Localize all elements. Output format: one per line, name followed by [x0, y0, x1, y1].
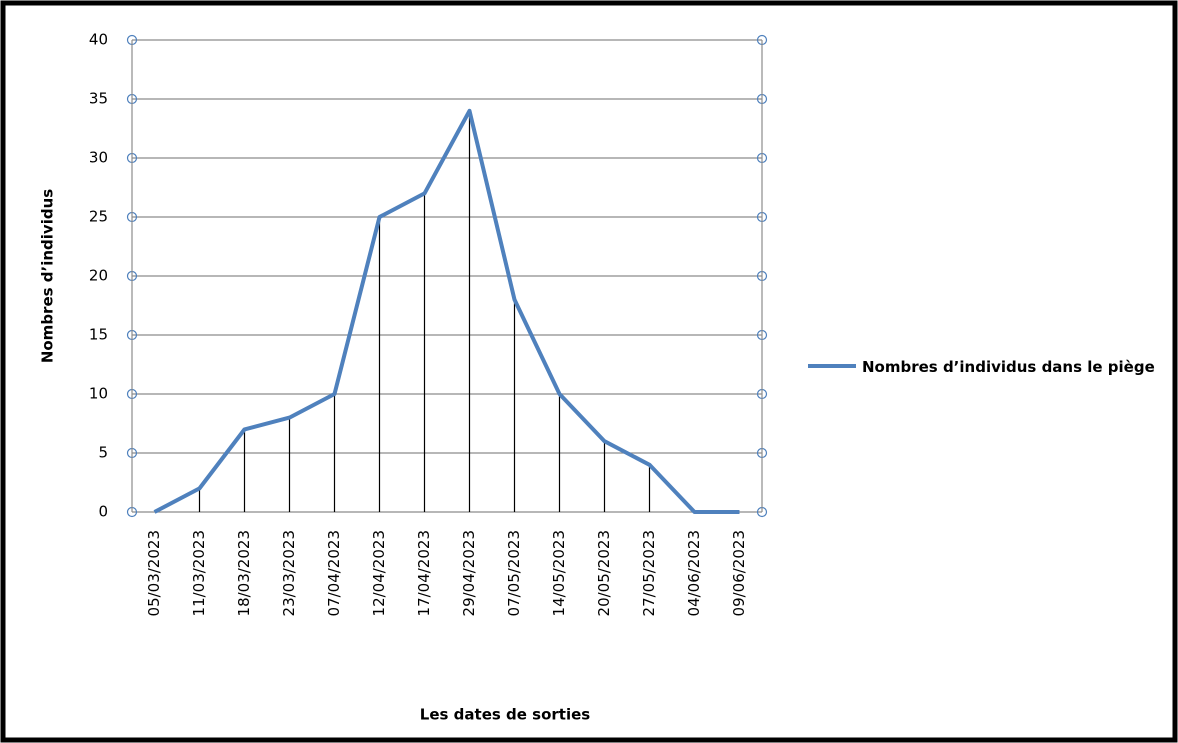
y-tick-label: 20	[89, 267, 108, 285]
x-tick-label: 29/04/2023	[460, 530, 478, 616]
x-tick-label: 11/03/2023	[190, 530, 208, 616]
x-tick-label: 27/05/2023	[640, 530, 658, 616]
data-line	[153, 108, 740, 514]
y-tick-label: 0	[98, 503, 108, 521]
x-tick-label: 04/06/2023	[685, 530, 703, 616]
y-tick-label: 25	[89, 208, 108, 226]
y-axis-label: Nombres d’individus	[39, 189, 57, 363]
legend-label: Nombres d’individus dans le piège	[862, 358, 1155, 376]
y-tick-label: 10	[89, 385, 108, 403]
x-tick-label: 18/03/2023	[235, 530, 253, 616]
x-tick-label: 14/05/2023	[550, 530, 568, 616]
x-tick-label: 20/05/2023	[595, 530, 613, 616]
x-tick-label: 17/04/2023	[415, 530, 433, 616]
y-tick-label: 15	[89, 326, 108, 344]
x-tick-label: 09/06/2023	[730, 530, 748, 616]
y-tick-label: 5	[98, 444, 108, 462]
x-tick-label: 07/04/2023	[325, 530, 343, 616]
y-tick-label: 35	[89, 90, 108, 108]
x-axis-label: Les dates de sorties	[420, 706, 590, 724]
x-tick-label: 07/05/2023	[505, 530, 523, 616]
y-tick-label: 30	[89, 149, 108, 167]
x-tick-label: 12/04/2023	[370, 530, 388, 616]
x-tick-label: 05/03/2023	[145, 530, 163, 616]
y-tick-label: 40	[89, 31, 108, 49]
x-tick-label: 23/03/2023	[280, 530, 298, 616]
